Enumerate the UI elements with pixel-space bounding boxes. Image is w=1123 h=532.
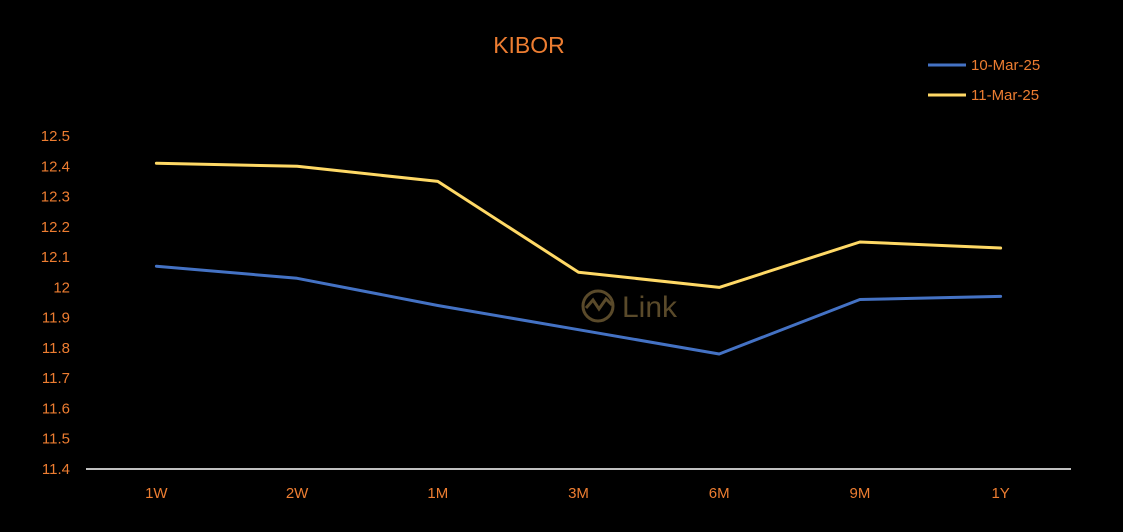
chart-title: KIBOR (493, 32, 565, 58)
series-lines (154, 161, 1003, 356)
y-axis-ticks: 12.5 12.4 12.3 12.2 12.1 12 11.9 11.8 11.7 11.6 11… (41, 128, 70, 478)
x-tick-label: 2W (286, 485, 309, 502)
watermark: Link (581, 289, 678, 324)
x-tick-label: 6M (709, 485, 730, 502)
y-tick-label: 11.5 (42, 431, 70, 448)
y-tick-label: 12 (53, 279, 70, 296)
y-tick-label: 11.6 (42, 400, 70, 417)
y-tick-label: 12.4 (41, 158, 70, 175)
series-line-2 (154, 161, 1003, 289)
y-tick-label: 11.8 (42, 340, 70, 357)
y-tick-label: 12.3 (41, 189, 70, 206)
y-tick-label: 11.7 (42, 370, 70, 387)
x-axis-ticks: 1W 2W 1M 3M 6M 9M 1Y (145, 485, 1010, 502)
legend: 10-Mar-25 11-Mar-25 (928, 57, 1040, 104)
y-tick-label: 12.5 (41, 128, 70, 145)
x-tick-label: 1W (145, 485, 168, 502)
x-tick-label: 1Y (991, 485, 1009, 502)
x-tick-label: 9M (850, 485, 871, 502)
x-tick-label: 1M (427, 485, 448, 502)
y-tick-label: 11.9 (42, 310, 70, 327)
legend-label-2: 11-Mar-25 (971, 87, 1039, 104)
chart-logo-line (584, 296, 614, 312)
legend-label-1: 10-Mar-25 (971, 57, 1040, 74)
y-tick-label: 12.1 (41, 249, 70, 266)
x-tick-label: 3M (568, 485, 589, 502)
y-tick-label: 12.2 (41, 219, 70, 236)
watermark-text: Link (622, 291, 678, 324)
series-line-1 (154, 264, 1003, 356)
y-tick-label: 11.4 (42, 461, 70, 478)
chart-logo-icon (581, 289, 615, 323)
